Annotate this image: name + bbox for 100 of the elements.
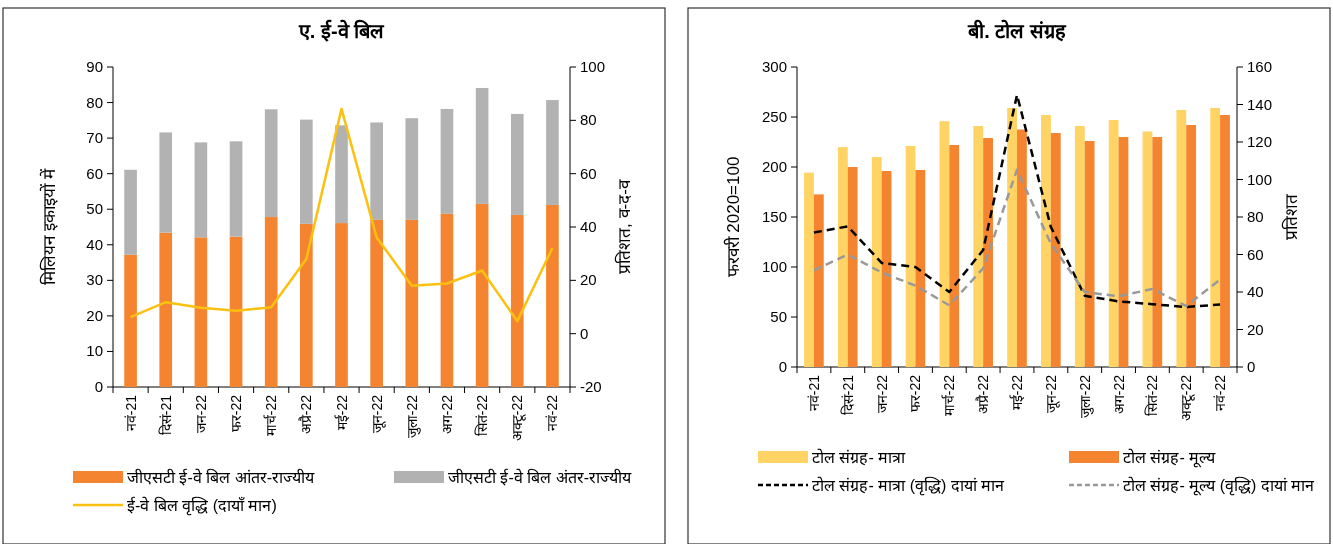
- y-tick-label: 40: [86, 235, 103, 253]
- bar: [510, 113, 524, 215]
- x-tick-label: अप्रै-22: [298, 394, 315, 435]
- x-tick-label: दिसं-21: [839, 374, 856, 416]
- x-tick-label: नवं-22: [1212, 374, 1229, 412]
- x-tick-label: मार्च-22: [941, 374, 958, 417]
- bar: [1108, 120, 1119, 367]
- bar: [475, 203, 489, 387]
- bar: [1176, 110, 1187, 367]
- bar: [871, 157, 882, 367]
- y-axis-title: मिलियन इकाइयों में: [39, 168, 59, 285]
- y2-tick-label: -20: [580, 378, 602, 395]
- bar: [546, 100, 559, 205]
- bar: [405, 219, 419, 387]
- x-tick-label: सितं-22: [1144, 374, 1161, 417]
- bar: [159, 132, 173, 233]
- x-tick-label: जुला-22: [1076, 374, 1094, 419]
- legend-label: टोल संग्रह- मात्रा (वृद्धि) दायां मान: [812, 476, 1006, 496]
- bar: [229, 236, 243, 387]
- y-tick-label: 50: [770, 308, 787, 325]
- y-tick-label: 150: [761, 208, 787, 225]
- x-tick-label: अक्टू-22: [1178, 374, 1196, 422]
- y2-tick-label: 0: [580, 324, 589, 342]
- line-series: [812, 93, 1222, 309]
- y2-tick-label: 20: [1247, 320, 1264, 338]
- y2-tick-label: 20: [580, 271, 597, 289]
- bar: [300, 223, 313, 387]
- y-tick-label: 60: [86, 164, 103, 182]
- bar: [546, 204, 559, 387]
- x-tick-label: अप्रै-22: [975, 374, 992, 415]
- x-tick-label: अग-22: [1110, 374, 1127, 415]
- legend-label: टोल संग्रह- मात्रा: [812, 448, 907, 466]
- bar: [159, 232, 173, 387]
- bar: [1041, 115, 1051, 367]
- bar: [939, 121, 950, 367]
- y2-tick-label: 160: [1247, 58, 1273, 75]
- bar: [229, 141, 243, 237]
- bar: [1050, 133, 1061, 367]
- bar: [1220, 115, 1230, 367]
- legend-label: टोल संग्रह- मूल्य (वृद्धि) दायां मान: [1123, 476, 1316, 496]
- x-tick-label: सितं-22: [474, 394, 491, 437]
- x-tick-label: जन-22: [192, 394, 209, 434]
- y2-tick-label: 100: [580, 58, 606, 75]
- bar: [813, 194, 824, 367]
- bar: [1084, 141, 1095, 367]
- y-tick-label: 250: [761, 108, 787, 125]
- bar: [1118, 137, 1129, 367]
- y2-axis-title: प्रतिशत, व-द-व: [614, 179, 634, 274]
- y2-axis-title: प्रतिशत: [1281, 194, 1301, 240]
- y2-tick-label: 40: [1247, 283, 1264, 300]
- y2-tick-label: 100: [1247, 170, 1273, 188]
- x-tick-label: नवं-21: [122, 394, 139, 432]
- bar: [983, 138, 993, 367]
- bar: [949, 145, 960, 367]
- legend-label: जीएसटी ई-वे बिल आंतर-राज्यीय: [127, 468, 315, 486]
- y2-tick-label: 60: [1247, 245, 1264, 263]
- legend-label: ई-वे बिल वृद्धि (दायाँ मान): [127, 496, 277, 516]
- y2-tick-label: 140: [1247, 95, 1273, 113]
- x-tick-label: अक्टू-22: [509, 394, 527, 442]
- bar: [440, 108, 454, 214]
- bar: [837, 147, 848, 367]
- x-tick-label: जून-22: [368, 394, 386, 434]
- y-tick-label: 20: [86, 306, 103, 324]
- legend-label: जीएसटी ई-वे बिल अंतर-राज्यीय: [448, 468, 632, 486]
- x-tick-label: दिसं-21: [157, 394, 174, 436]
- y2-tick-label: 40: [580, 218, 597, 235]
- bar: [335, 223, 348, 387]
- y-tick-label: 100: [761, 258, 787, 275]
- bar: [1074, 126, 1085, 367]
- y-tick-label: 0: [94, 378, 103, 395]
- x-tick-label: जून-22: [1042, 374, 1060, 414]
- y-tick-label: 300: [761, 58, 787, 75]
- bar: [194, 237, 208, 387]
- bar: [300, 119, 313, 224]
- bar: [194, 142, 208, 238]
- bar: [905, 146, 916, 367]
- bar: [124, 169, 137, 255]
- bar: [370, 219, 383, 387]
- bar: [264, 217, 278, 387]
- y-tick-label: 30: [86, 271, 103, 289]
- x-tick-label: जुला-22: [403, 394, 421, 439]
- bar: [1007, 108, 1017, 367]
- y2-tick-label: 120: [1247, 133, 1273, 150]
- y2-tick-label: 80: [580, 111, 597, 129]
- x-tick-label: जन-22: [873, 374, 890, 414]
- bar: [264, 109, 278, 218]
- chart-title: बी. टोल संग्रह: [967, 19, 1067, 42]
- y-tick-label: 80: [86, 93, 103, 111]
- bar: [510, 214, 524, 387]
- y2-tick-label: 60: [580, 164, 597, 182]
- y-axis-title: फरवरी 2020=100: [723, 156, 743, 278]
- y-tick-label: 0: [778, 358, 787, 375]
- bar: [973, 126, 984, 367]
- legend-label: टोल संग्रह- मूल्य: [1123, 448, 1217, 468]
- y2-tick-label: 80: [1247, 208, 1264, 225]
- bar: [1142, 131, 1153, 367]
- y-tick-label: 70: [86, 129, 103, 147]
- bar: [124, 254, 137, 387]
- bar: [1017, 129, 1027, 367]
- bar: [915, 170, 926, 367]
